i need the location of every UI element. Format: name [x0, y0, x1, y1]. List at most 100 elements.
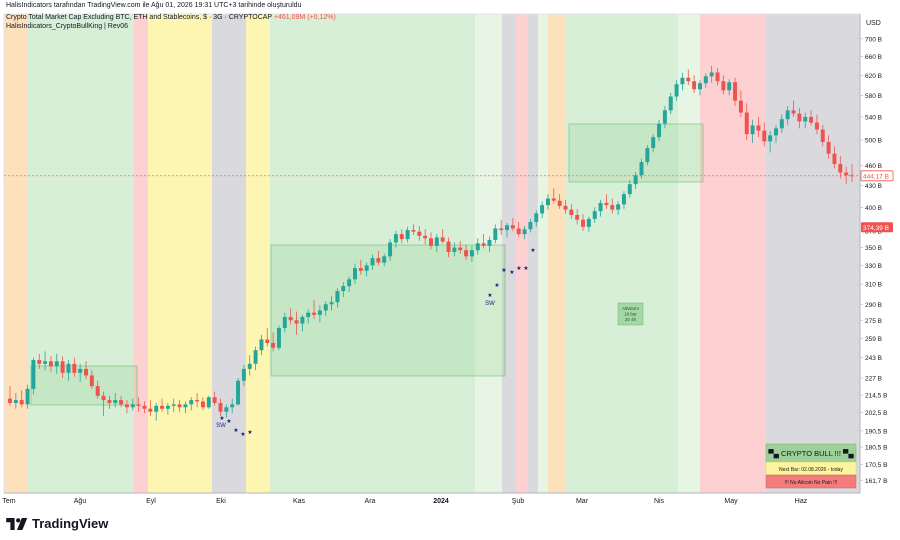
y-tick-label: 400 B [865, 205, 882, 212]
candle-body [516, 228, 521, 235]
candle [423, 229, 428, 245]
x-tick-label: Nis [654, 498, 665, 505]
indicator-name[interactable]: HalisIndicators_CryptoBullKing | Rev06 [6, 23, 129, 30]
candle [78, 363, 83, 383]
candle-body [557, 200, 562, 206]
candle-body [417, 231, 422, 236]
candle [8, 386, 12, 406]
candle [820, 124, 825, 147]
candle-body [797, 113, 802, 122]
signal-star-icon: ★ [501, 267, 506, 274]
candle [171, 398, 176, 412]
candle [317, 305, 322, 323]
candle [212, 391, 217, 406]
candle-body [25, 388, 30, 405]
candle-body [119, 400, 124, 405]
candle [452, 242, 457, 257]
candle-body [803, 116, 808, 122]
chart-header: HalisIndicators tarafından TradingView.c… [6, 2, 336, 30]
candle-body [505, 225, 510, 231]
candle-body [762, 130, 767, 142]
candle-body [464, 250, 469, 257]
phase-zone [28, 14, 134, 493]
signal-star-icon: ★ [226, 418, 231, 425]
phase-zone [502, 14, 516, 493]
candle-body [686, 77, 691, 82]
phase-zone [212, 14, 246, 493]
candle-body [569, 209, 574, 216]
candle-body [832, 153, 837, 164]
candle [54, 353, 59, 375]
candle [557, 194, 562, 209]
candle [592, 207, 597, 223]
candle [183, 401, 188, 414]
symbol-line: Crypto Total Market Cap Excluding BTC, E… [6, 14, 336, 21]
candle [306, 309, 311, 324]
y-tick-label: 580 B [865, 93, 882, 100]
candle [13, 393, 18, 409]
candle [826, 135, 831, 159]
sw-marker: SW [216, 423, 226, 429]
x-tick-label: Kas [293, 498, 306, 505]
candle [294, 311, 299, 335]
next-bar-text: Next Bar: 02.08.2026 - today [779, 467, 843, 473]
candle [657, 119, 662, 142]
candle [124, 400, 129, 414]
y-tick-label: 170,5 B [865, 462, 887, 469]
candle [136, 397, 141, 412]
candle [680, 72, 685, 91]
candle [440, 229, 445, 244]
x-tick-label: Mar [576, 498, 589, 505]
candle [692, 75, 697, 93]
candle [487, 236, 492, 252]
candle [621, 191, 626, 209]
candle [399, 229, 404, 244]
candle-body [95, 386, 100, 396]
candle [610, 198, 615, 214]
sw-marker: SW [485, 301, 495, 307]
signal-star-icon: ★ [523, 265, 528, 272]
candle [762, 122, 767, 147]
y-tick-label: 190,5 B [865, 428, 887, 435]
candle-body [522, 229, 527, 235]
phase-zone [246, 14, 270, 493]
candle-body [84, 368, 89, 376]
candle [113, 393, 118, 408]
tradingview-brand[interactable]: TradingView [6, 516, 108, 531]
candle [66, 360, 71, 381]
candle [218, 398, 223, 417]
candle [674, 80, 679, 101]
candle [493, 224, 498, 244]
candle-body [411, 230, 416, 232]
signal-star-icon: ★ [240, 431, 245, 438]
candle-body [405, 230, 410, 240]
candle-body [458, 247, 463, 251]
candle-body [136, 404, 141, 406]
candle-body [721, 81, 726, 91]
candle [224, 404, 229, 418]
candle-body [581, 219, 586, 227]
candle [838, 156, 843, 179]
candle [604, 194, 609, 209]
candle-body [306, 312, 311, 317]
y-tick-label: 227 B [865, 376, 882, 383]
candle-body [779, 119, 784, 129]
candle [598, 199, 603, 217]
y-tick-label: 214,5 B [865, 393, 887, 400]
candle [335, 288, 340, 308]
candle-body [200, 401, 205, 408]
candle-body [347, 279, 352, 287]
candle [282, 312, 287, 333]
candle [364, 262, 369, 277]
candle-body [13, 400, 18, 403]
candle-body [452, 247, 457, 252]
candle [814, 114, 819, 135]
candle-body [621, 194, 626, 205]
candle [505, 222, 510, 238]
candle [738, 90, 743, 117]
candle [756, 116, 761, 138]
candle-body [540, 205, 545, 214]
phase-zone [766, 14, 860, 493]
ath-label: AltWarm [622, 306, 639, 311]
